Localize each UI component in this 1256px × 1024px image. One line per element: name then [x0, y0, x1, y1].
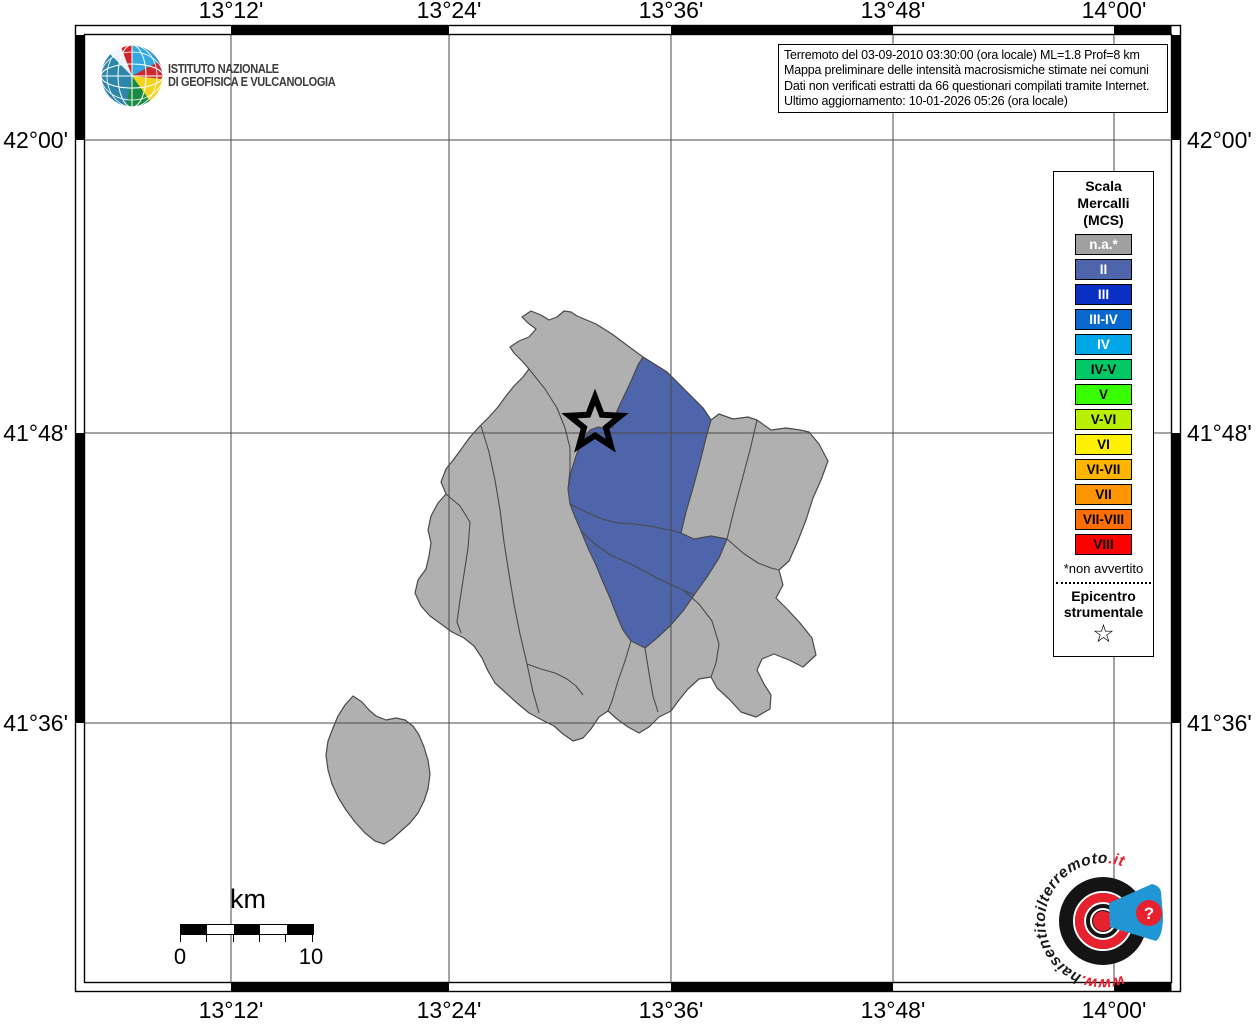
ingv-globe-icon: [100, 44, 164, 108]
axis-label: 14°00': [1081, 0, 1147, 23]
municipal-border: [445, 493, 471, 634]
scale-bar-track: [180, 924, 314, 935]
legend-swatch-II: II: [1075, 259, 1132, 280]
mcs-legend: Scala Mercalli (MCS) n.a.* II III III-IV IV I…: [1053, 171, 1154, 657]
latitude-axis-right: 42°00' 41°48' 41°36': [1187, 0, 1256, 1024]
legend-swatch-III-IV: III-IV: [1075, 309, 1132, 330]
axis-label: 13°48': [860, 0, 926, 23]
municipal-border: [480, 425, 540, 714]
scale-end-label: 10: [298, 944, 324, 969]
legend-title: (MCS): [1083, 212, 1124, 228]
legend-swatch-IV-V: IV-V: [1075, 359, 1132, 380]
info-line-event: Terremoto del 03-09-2010 03:30:00 (ora l…: [784, 48, 1140, 62]
question-badge-icon: ?: [1136, 900, 1162, 926]
axis-label: 13°24': [416, 997, 482, 1023]
legend-swatch-V-VI: V-VI: [1075, 409, 1132, 430]
axis-label: 13°12': [198, 0, 264, 23]
legend-swatch-n.a.*: n.a.*: [1075, 234, 1132, 255]
haisentitoilterremoto-logo: ? www.haisentitoilterremoto.it: [1032, 850, 1177, 992]
municipality-island: [325, 695, 431, 845]
axis-label: 41°48': [3, 420, 68, 446]
legend-swatch-VI-VII: VI-VII: [1075, 459, 1132, 480]
longitude-axis-bottom: 13°12' 13°24' 13°36' 13°48' 14°00': [0, 998, 1256, 1022]
axis-label: 13°24': [416, 0, 482, 23]
municipal-border: [726, 419, 758, 540]
municipal-border: [580, 530, 695, 596]
axis-label: 13°36': [638, 0, 704, 23]
epicenter-star-icon: [561, 388, 629, 453]
svg-text:?: ?: [1144, 904, 1154, 923]
axis-label: 41°36': [3, 710, 68, 736]
epicenter-label: strumentale: [1063, 604, 1144, 620]
axis-label: 13°36': [638, 997, 704, 1023]
axis-label: 13°48': [860, 997, 926, 1023]
municipal-border: [526, 663, 584, 696]
watermark-svg: ? www.haisentitoilterremoto.it: [1032, 850, 1163, 992]
epicenter-label: Epicentro: [1071, 588, 1136, 604]
scale-unit-label: km: [230, 884, 266, 914]
latitude-axis-left: 42°00' 41°48' 41°36': [0, 0, 68, 1024]
earthquake-info-box: Terremoto del 03-09-2010 03:30:00 (ora l…: [778, 44, 1168, 114]
longitude-axis-top: 13°12' 13°24' 13°36' 13°48' 14°00': [0, 0, 1256, 22]
legend-swatch-VII: VII: [1075, 484, 1132, 505]
epicenter-legend-star-icon: ☆: [1092, 620, 1115, 648]
legend-footnote: *non avvertito: [1063, 561, 1144, 576]
municipal-border: [528, 368, 571, 490]
municipal-border: [726, 538, 780, 571]
axis-label: 42°00': [1187, 127, 1252, 153]
legend-title: Mercalli: [1077, 195, 1130, 211]
municipal-border: [607, 640, 632, 712]
legend-swatch-VI: VI: [1075, 434, 1132, 455]
legend-swatch-VII-VIII: VII-VIII: [1075, 509, 1132, 530]
map-frame: [74, 24, 1182, 993]
legend-swatch-IV: IV: [1075, 334, 1132, 355]
info-line-updated: Ultimo aggiornamento: 10-01-2026 05:26 (…: [784, 93, 1068, 108]
legend-swatch-list: n.a.* II III III-IV IV IV-V V V-VI VI VI-VII VII VI…: [1054, 234, 1153, 555]
axis-label: 42°00': [3, 127, 68, 153]
axis-label: 41°48': [1187, 420, 1252, 446]
scale-bar: km 0 10: [168, 884, 328, 974]
info-line-map: Mappa preliminare delle intensità macros…: [784, 63, 1149, 78]
legend-divider: [1056, 582, 1151, 584]
legend-swatch-III: III: [1075, 284, 1132, 305]
legend-swatch-V: V: [1075, 384, 1132, 405]
scale-start-label: 0: [173, 944, 187, 969]
municipal-border: [644, 647, 659, 713]
legend-swatch-VIII: VIII: [1075, 534, 1132, 555]
info-line-data: Dati non verificati estratti da 66 quest…: [784, 78, 1150, 93]
municipal-border: [682, 589, 720, 678]
megaphone-icon: [1109, 884, 1163, 941]
axis-label: 14°00': [1081, 997, 1147, 1023]
legend-title: Scala: [1085, 178, 1122, 194]
institute-name: ISTITUTO NAZIONALE DI GEOFISICA E VULCAN…: [168, 62, 336, 89]
axis-label: 13°12': [198, 997, 264, 1023]
ingv-logo: ISTITUTO NAZIONALE DI GEOFISICA E VULCAN…: [100, 44, 360, 114]
axis-label: 41°36': [1187, 710, 1252, 736]
